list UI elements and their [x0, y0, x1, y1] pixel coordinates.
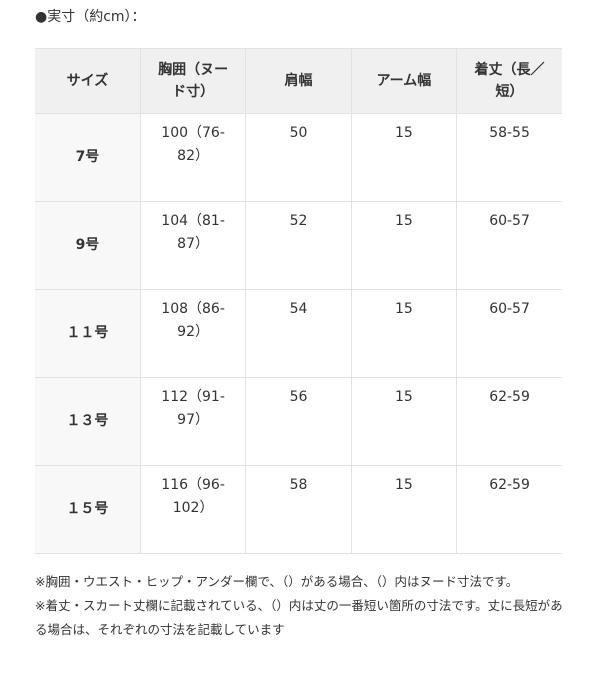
table-row: 9号 104（81-87） 52 15 60-57: [35, 201, 562, 290]
cell-length: 62-59: [456, 377, 562, 466]
cell-size: １３号: [35, 377, 141, 466]
table-row: １１号 108（86-92） 54 15 60-57: [35, 289, 562, 378]
table-header-row: サイズ 胸囲（ヌード寸） 肩幅 アーム幅 着丈（長／短）: [35, 48, 562, 114]
table-row: １３号 112（91-97） 56 15 62-59: [35, 377, 562, 466]
cell-chest: 104（81-87）: [139, 201, 247, 290]
table-row: 7号 100（76-82） 50 15 58-55: [35, 113, 562, 202]
cell-shoulder: 52: [245, 201, 352, 290]
cell-arm: 15: [350, 113, 458, 202]
header-length: 着丈（長／短）: [456, 48, 562, 114]
note-nude-size: ※胸囲・ウエスト・ヒップ・アンダー欄で、（）がある場合、（）内はヌード寸法です。: [35, 574, 519, 589]
note-length: ※着丈・スカート丈欄に記載されている、（）内は丈の一番短い箇所の寸法です。丈に長…: [35, 598, 563, 637]
notes: ※胸囲・ウエスト・ヒップ・アンダー欄で、（）がある場合、（）内はヌード寸法です。…: [35, 570, 565, 642]
cell-chest: 100（76-82）: [139, 113, 247, 202]
header-arm: アーム幅: [350, 48, 458, 114]
cell-shoulder: 54: [245, 289, 352, 378]
cell-chest: 112（91-97）: [139, 377, 247, 466]
section-title: ●実寸（約cm）：: [35, 9, 146, 25]
cell-length: 60-57: [456, 201, 562, 290]
cell-size: １５号: [35, 465, 141, 554]
cell-length: 62-59: [456, 465, 562, 554]
cell-shoulder: 58: [245, 465, 352, 554]
cell-shoulder: 56: [245, 377, 352, 466]
cell-size: 9号: [35, 201, 141, 290]
header-chest: 胸囲（ヌード寸）: [139, 48, 247, 114]
header-shoulder: 肩幅: [245, 48, 352, 114]
header-size: サイズ: [35, 48, 141, 114]
cell-arm: 15: [350, 201, 458, 290]
cell-size: 7号: [35, 113, 141, 202]
cell-shoulder: 50: [245, 113, 352, 202]
cell-arm: 15: [350, 289, 458, 378]
cell-size: １１号: [35, 289, 141, 378]
cell-length: 58-55: [456, 113, 562, 202]
cell-arm: 15: [350, 377, 458, 466]
table-row: １５号 116（96-102） 58 15 62-59: [35, 465, 562, 554]
cell-chest: 108（86-92）: [139, 289, 247, 378]
size-table: サイズ 胸囲（ヌード寸） 肩幅 アーム幅 着丈（長／短） 7号 100（76-82…: [35, 48, 562, 554]
cell-length: 60-57: [456, 289, 562, 378]
cell-chest: 116（96-102）: [139, 465, 247, 554]
cell-arm: 15: [350, 465, 458, 554]
